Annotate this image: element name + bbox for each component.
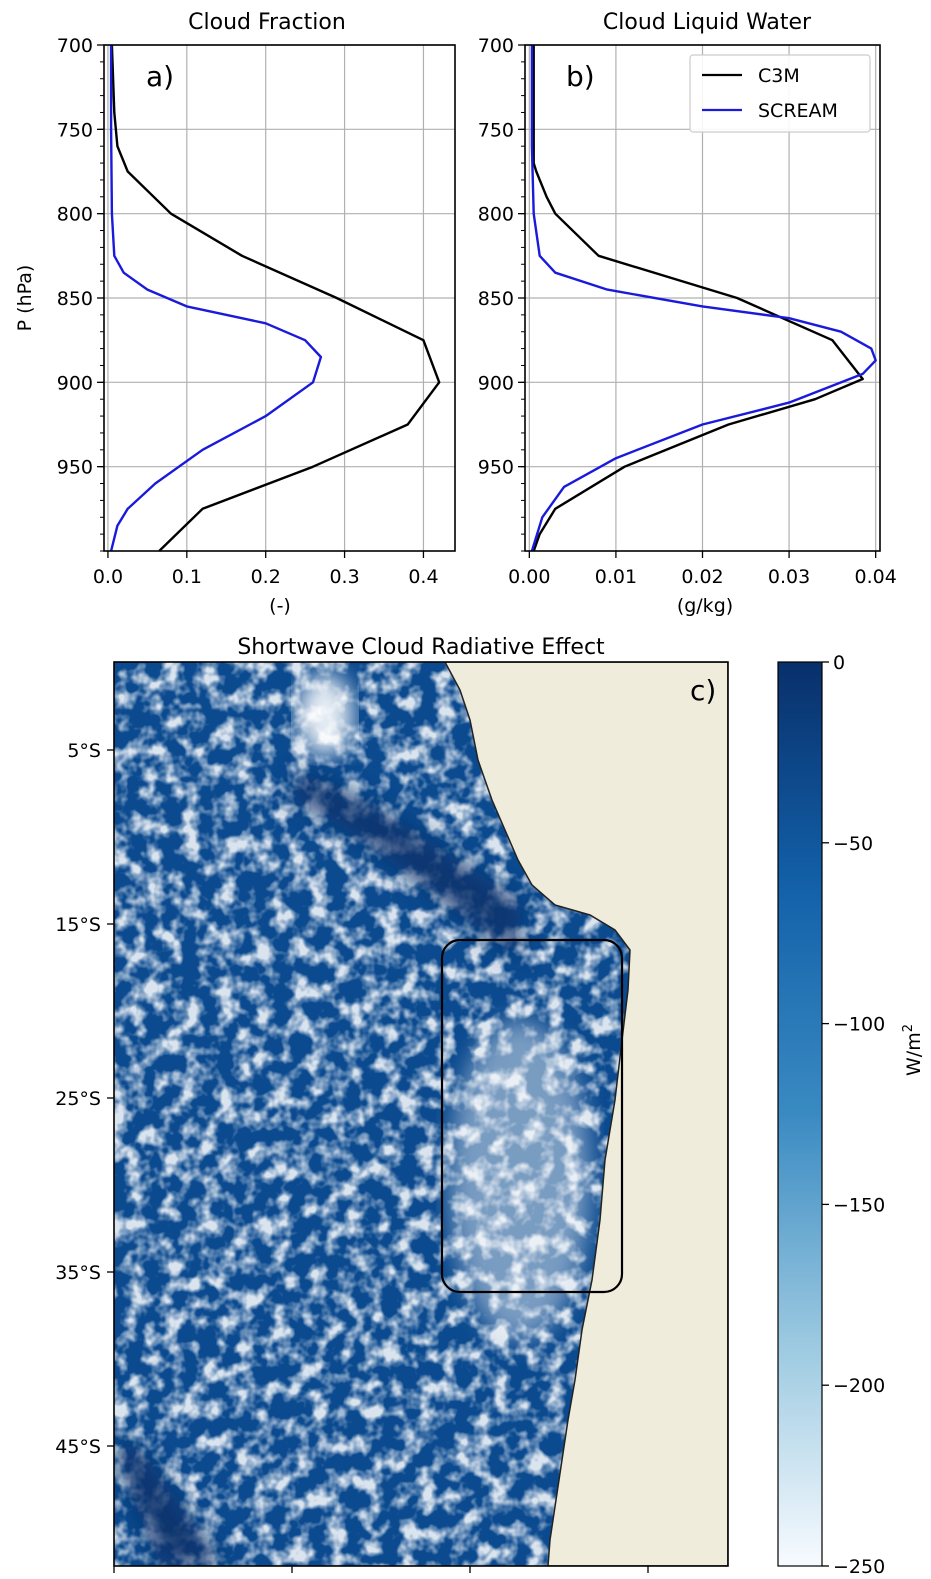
y-tick-label: 750 <box>478 119 514 141</box>
panel-b: Cloud Liquid Water 0.00 0.01 0.02 0.03 0.04 7… <box>478 10 897 617</box>
panel-a-xlabel: (-) <box>269 595 291 617</box>
x-tick-label: 0.00 <box>508 566 550 588</box>
panel-b-tag: b) <box>566 60 595 93</box>
lat-tick-label: 25°S <box>55 1088 101 1110</box>
colorbar-tick-label: −150 <box>833 1194 885 1216</box>
panel-b-title: Cloud Liquid Water <box>603 10 812 35</box>
legend-label-c3m: C3M <box>758 65 800 87</box>
colorbar-ticks: 0 −50 −100 −150 −200 −250 <box>822 652 885 1578</box>
y-tick-label: 900 <box>478 372 514 394</box>
lat-tick-label: 15°S <box>55 914 101 936</box>
x-tick-label: 0.3 <box>329 566 359 588</box>
lat-tick-label: 35°S <box>55 1262 101 1284</box>
y-tick-label: 900 <box>57 372 93 394</box>
colorbar-label: W/m2 <box>901 1024 925 1076</box>
region-highlight-box <box>440 938 624 1294</box>
panel-a-ticks: 0.0 0.1 0.2 0.3 0.4 700 750 800 850 900 950 <box>57 35 439 588</box>
panel-a: Cloud Fraction 0.0 0.1 0.2 0.3 0.4 700 750 800 8… <box>14 10 456 617</box>
y-tick-label: 700 <box>478 35 514 57</box>
bright-cloud-patch <box>297 673 353 757</box>
x-tick-label: 0.03 <box>768 566 810 588</box>
lat-tick-label: 5°S <box>67 740 101 762</box>
clear-sky-band <box>290 770 520 960</box>
colorbar-tick-label: −250 <box>833 1556 885 1578</box>
y-tick-label: 850 <box>478 288 514 310</box>
x-tick-label: 0.2 <box>251 566 281 588</box>
map-frame <box>113 661 729 1567</box>
panel-b-xlabel: (g/kg) <box>677 595 733 617</box>
y-tick-label: 950 <box>478 457 514 479</box>
y-tick-label: 700 <box>57 35 93 57</box>
colorbar-tick-label: −200 <box>833 1375 885 1397</box>
series-line-scream <box>109 45 323 552</box>
x-tick-label: 0.0 <box>93 566 123 588</box>
colorbar: 0 −50 −100 −150 −200 −250 W/m2 <box>777 652 925 1578</box>
x-tick-label: 0.04 <box>855 566 897 588</box>
y-tick-label: 950 <box>57 457 93 479</box>
legend: C3M SCREAM <box>689 54 871 133</box>
panel-a-grid <box>104 44 455 551</box>
x-tick-label: 0.01 <box>595 566 637 588</box>
y-tick-label: 750 <box>57 119 93 141</box>
land-mass <box>444 662 728 1566</box>
panel-c-title: Shortwave Cloud Radiative Effect <box>237 635 605 660</box>
y-tick-label: 800 <box>478 204 514 226</box>
x-tick-label: 0.1 <box>172 566 202 588</box>
panel-a-tag: a) <box>146 60 174 93</box>
panel-c-tag: c) <box>690 674 716 707</box>
map-ticks: 100°W90°W80°W70°W5°S15°S25°S35°S45°S <box>55 740 649 1573</box>
colorbar-tick-label: −50 <box>833 833 873 855</box>
y-tick-label: 800 <box>57 204 93 226</box>
series-line-c3m <box>110 44 441 552</box>
panel-b-ticks: 0.00 0.01 0.02 0.03 0.04 700 750 800 850 900 950 <box>478 35 897 588</box>
panel-c: Shortwave Cloud Radiative Effect c) 100°… <box>55 635 729 1573</box>
colorbar-tick-label: −100 <box>833 1014 885 1036</box>
bright-cloud-deck <box>450 1020 590 1340</box>
clear-sky-region <box>114 1440 230 1566</box>
panel-b-lines <box>530 45 877 552</box>
panel-a-lines <box>109 44 441 552</box>
series-line-c3m <box>532 45 864 552</box>
colorbar-gradient <box>777 661 823 1567</box>
y-tick-label: 850 <box>57 288 93 310</box>
x-tick-label: 0.4 <box>408 566 438 588</box>
map-area <box>114 662 728 1566</box>
panel-a-title: Cloud Fraction <box>188 10 346 35</box>
x-tick-label: 0.02 <box>681 566 723 588</box>
lat-tick-label: 45°S <box>55 1436 101 1458</box>
series-line-scream <box>530 45 877 552</box>
colorbar-tick-label: 0 <box>833 652 845 674</box>
legend-label-scream: SCREAM <box>758 100 838 122</box>
y-axis-label: P (hPa) <box>14 265 36 332</box>
